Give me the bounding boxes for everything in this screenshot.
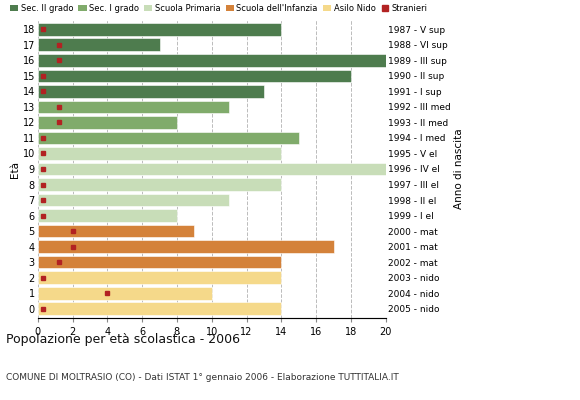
- Bar: [38, 225, 194, 238]
- Bar: [38, 163, 386, 175]
- Bar: [38, 209, 177, 222]
- Bar: [38, 132, 299, 144]
- Bar: [38, 287, 212, 300]
- Bar: [38, 116, 177, 129]
- Bar: [38, 271, 281, 284]
- Bar: [38, 256, 281, 268]
- Text: COMUNE DI MOLTRASIO (CO) - Dati ISTAT 1° gennaio 2006 - Elaborazione TUTTITALIA.: COMUNE DI MOLTRASIO (CO) - Dati ISTAT 1°…: [6, 373, 398, 382]
- Bar: [38, 38, 160, 51]
- Bar: [38, 70, 351, 82]
- Bar: [38, 302, 281, 315]
- Bar: [38, 85, 264, 98]
- Bar: [38, 178, 281, 191]
- Bar: [38, 54, 386, 67]
- Y-axis label: Anno di nascita: Anno di nascita: [454, 129, 464, 209]
- Bar: [38, 23, 281, 36]
- Bar: [38, 240, 334, 253]
- Y-axis label: Età: Età: [10, 160, 20, 178]
- Bar: [38, 147, 281, 160]
- Bar: [38, 100, 229, 113]
- Bar: [38, 194, 229, 206]
- Text: Popolazione per età scolastica - 2006: Popolazione per età scolastica - 2006: [6, 333, 240, 346]
- Legend: Sec. II grado, Sec. I grado, Scuola Primaria, Scuola dell'Infanzia, Asilo Nido, : Sec. II grado, Sec. I grado, Scuola Prim…: [10, 4, 427, 13]
